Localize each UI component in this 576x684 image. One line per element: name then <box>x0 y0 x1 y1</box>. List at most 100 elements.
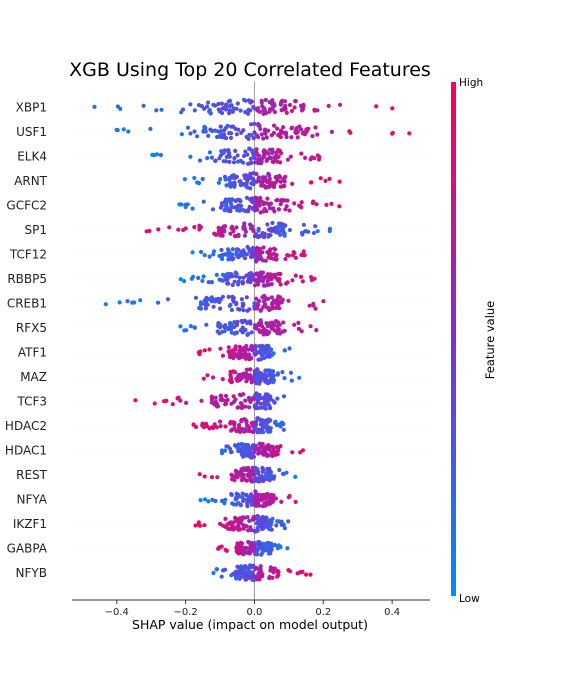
shap-point <box>268 156 274 161</box>
shap-point <box>237 549 242 554</box>
shap-point <box>210 207 216 212</box>
shap-point <box>308 572 313 577</box>
shap-point <box>266 368 271 373</box>
shap-point <box>248 280 253 285</box>
shap-point <box>272 209 277 214</box>
shap-point <box>237 350 242 355</box>
shap-point <box>256 350 261 355</box>
shap-point <box>261 376 266 381</box>
shap-point <box>222 208 227 213</box>
shap-point <box>258 378 263 383</box>
shap-point <box>281 394 287 399</box>
shap-point <box>266 234 271 239</box>
shap-point <box>220 294 225 299</box>
shap-point <box>222 252 227 257</box>
shap-point <box>281 224 286 229</box>
shap-point <box>234 544 239 550</box>
shap-point <box>265 344 270 350</box>
shap-point <box>228 135 234 140</box>
shap-point <box>271 101 277 107</box>
shap-point <box>282 328 287 333</box>
shap-point <box>156 227 161 232</box>
shap-point <box>266 354 271 359</box>
shap-point <box>234 576 239 581</box>
shap-point <box>287 346 292 351</box>
shap-point <box>257 298 262 304</box>
shap-point <box>228 421 233 426</box>
shap-point <box>206 280 211 285</box>
shap-point <box>259 396 264 401</box>
shap-point <box>256 448 261 453</box>
shap-point <box>242 233 247 238</box>
shap-point <box>244 195 249 200</box>
shap-point <box>216 225 221 230</box>
shap-point <box>228 181 233 186</box>
shap-point <box>182 279 187 284</box>
shap-point <box>247 541 252 546</box>
shap-point <box>266 306 271 311</box>
shap-point <box>292 105 297 110</box>
shap-point <box>237 570 242 575</box>
shap-point <box>223 203 229 209</box>
shap-point <box>263 402 268 408</box>
shap-point <box>217 109 222 114</box>
shap-point <box>199 398 204 403</box>
shap-point <box>277 467 282 473</box>
shap-point <box>117 300 122 305</box>
shap-point <box>209 475 215 480</box>
shap-point <box>240 428 245 433</box>
shap-point <box>238 183 243 188</box>
shap-point <box>192 325 197 330</box>
shap-point <box>233 175 238 180</box>
shap-point <box>192 225 197 230</box>
shap-point <box>261 519 266 525</box>
shap-point <box>213 128 218 133</box>
shap-point <box>189 276 194 281</box>
shap-point <box>298 570 303 575</box>
shap-point <box>283 103 288 108</box>
shap-point <box>281 320 286 325</box>
shap-point <box>231 256 236 261</box>
shap-point <box>265 222 270 227</box>
shap-point <box>218 306 223 311</box>
shap-point <box>282 526 287 531</box>
shap-point <box>176 227 181 232</box>
shap-point <box>259 347 264 352</box>
shap-point <box>279 151 284 156</box>
shap-point <box>229 103 234 108</box>
shap-point <box>229 428 234 433</box>
shap-point <box>198 300 203 305</box>
shap-point <box>280 370 285 375</box>
shap-point <box>267 520 272 525</box>
shap-point <box>255 282 261 287</box>
shap-point <box>270 376 275 381</box>
shap-point <box>230 294 235 299</box>
shap-point <box>235 564 240 569</box>
shap-point <box>249 380 254 385</box>
shap-point <box>229 449 234 455</box>
shap-point <box>224 272 229 277</box>
shap-point <box>233 270 238 275</box>
shap-point <box>269 544 274 550</box>
shap-point <box>202 106 207 111</box>
shap-point <box>271 256 276 261</box>
shap-point <box>192 175 197 181</box>
shap-point <box>315 108 320 113</box>
shap-point <box>219 129 224 134</box>
shap-point <box>244 273 249 278</box>
shap-point <box>310 134 315 139</box>
shap-point <box>248 563 253 568</box>
shap-point <box>260 465 265 471</box>
shap-point <box>203 129 208 134</box>
shap-point <box>256 357 261 362</box>
shap-point <box>209 397 214 402</box>
shap-point <box>240 320 245 325</box>
shap-point <box>244 478 249 483</box>
shap-point <box>266 251 271 256</box>
shap-point <box>238 108 243 113</box>
shap-point <box>196 350 201 355</box>
shap-point <box>218 346 223 351</box>
shap-point <box>248 367 253 372</box>
shap-point <box>275 396 280 401</box>
shap-point <box>281 427 286 432</box>
